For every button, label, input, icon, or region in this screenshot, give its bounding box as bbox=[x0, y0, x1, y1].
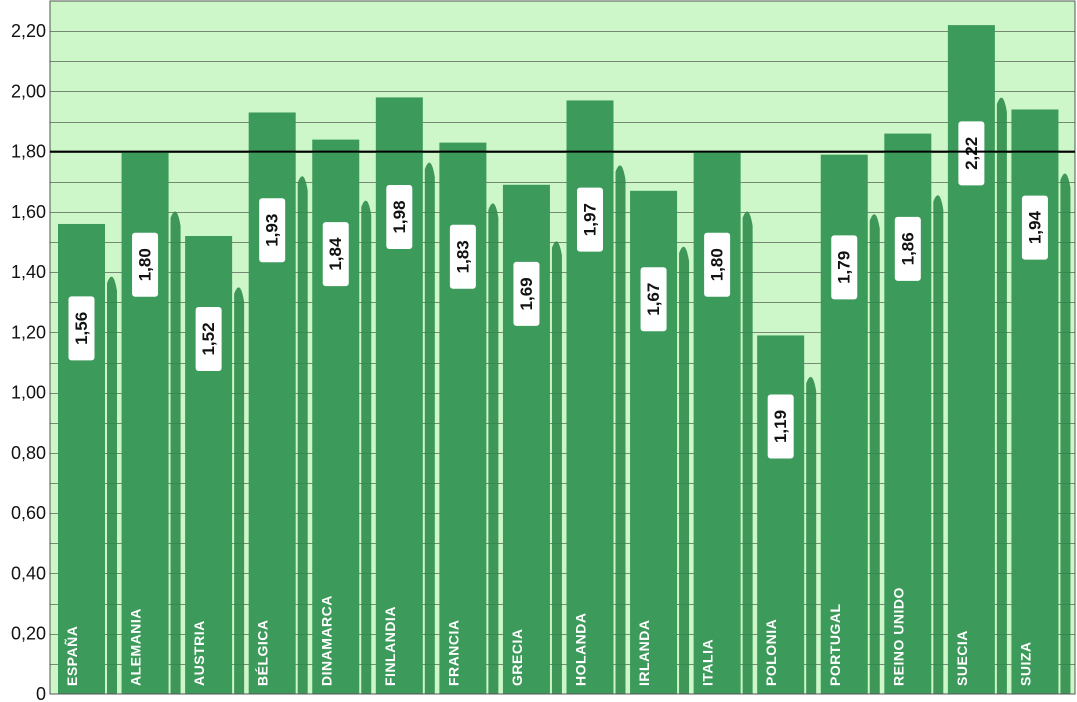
value-label: 1,19 bbox=[771, 410, 790, 443]
y-tick-label: 1,40 bbox=[11, 262, 46, 282]
category-label: SUIZA bbox=[1017, 642, 1033, 687]
bar bbox=[630, 190, 678, 695]
value-label-box bbox=[767, 394, 794, 459]
category-label: BÉLGICA bbox=[255, 620, 271, 687]
bar-shadow bbox=[1060, 173, 1071, 695]
bar-group: 1,98 FINLANDIA bbox=[375, 97, 435, 695]
value-label: 1,67 bbox=[644, 283, 663, 316]
value-label: 1,80 bbox=[708, 248, 727, 281]
value-label-box bbox=[322, 222, 349, 287]
category-label: ESPAÑA bbox=[63, 626, 80, 686]
value-label-box bbox=[386, 185, 413, 250]
bar-group: 1,52 AUSTRIA bbox=[185, 236, 245, 694]
bar-group: 1,86 REINO UNIDO bbox=[884, 133, 944, 694]
category-label: FINLANDIA bbox=[382, 606, 398, 686]
bar-shadow bbox=[361, 200, 372, 694]
category-label: ITALIA bbox=[700, 639, 716, 686]
value-label: 1,98 bbox=[390, 200, 409, 233]
y-tick-label: 0,60 bbox=[11, 503, 46, 523]
y-tick-label: 0,20 bbox=[11, 624, 46, 644]
bar-shadow bbox=[742, 211, 753, 694]
value-label-box bbox=[449, 224, 476, 289]
bar-shadow bbox=[297, 176, 308, 694]
value-label-box bbox=[1021, 195, 1048, 260]
value-label-box bbox=[831, 235, 858, 300]
value-label-box bbox=[704, 232, 731, 297]
bar-group: 1,19 POLONIA bbox=[757, 335, 817, 694]
bar-group: 1,93 BÉLGICA bbox=[248, 112, 308, 694]
value-label-box bbox=[513, 261, 540, 326]
value-label: 1,69 bbox=[517, 277, 536, 310]
bars: 1,56 ESPAÑA 1,80 ALEMANIA 1,52 AUSTRIA 1,93 BÉL… bbox=[58, 25, 1071, 695]
value-label: 2,22 bbox=[962, 137, 981, 170]
category-label: SUECIA bbox=[954, 630, 970, 686]
bar-shadow bbox=[424, 162, 435, 694]
value-label-box bbox=[894, 216, 921, 281]
bar-group: 1,79 PORTUGAL bbox=[820, 154, 880, 694]
bar-shadow bbox=[933, 195, 944, 694]
bar-group: 1,56 ESPAÑA bbox=[58, 223, 117, 694]
value-label: 1,56 bbox=[72, 312, 91, 345]
y-tick-label: 0,40 bbox=[11, 563, 46, 583]
category-label: REINO UNIDO bbox=[890, 587, 906, 686]
value-label: 1,94 bbox=[1025, 211, 1044, 245]
bar-group: 1,84 DINAMARCA bbox=[312, 139, 372, 695]
value-label-box bbox=[640, 267, 667, 332]
category-label: IRLANDA bbox=[636, 620, 652, 687]
bar-shadow bbox=[234, 287, 245, 694]
bar-shadow bbox=[679, 246, 690, 694]
bar-group: 1,67 IRLANDA bbox=[630, 190, 690, 695]
category-label: ALEMANIA bbox=[128, 608, 144, 686]
category-label: GRECIA bbox=[509, 629, 525, 686]
bar-shadow bbox=[996, 97, 1007, 694]
bar-group: 2,22 SUECIA bbox=[947, 25, 1007, 694]
value-label-box bbox=[958, 121, 985, 186]
value-label-box bbox=[195, 306, 222, 371]
value-label: 1,97 bbox=[581, 203, 600, 236]
bar-group: 1,69 GRECIA bbox=[502, 184, 562, 694]
value-label: 1,79 bbox=[835, 251, 854, 284]
y-tick-label: 1,00 bbox=[11, 383, 46, 403]
y-tick-label: 1,60 bbox=[11, 202, 46, 222]
category-label: PORTUGAL bbox=[827, 603, 843, 686]
value-label-box bbox=[68, 296, 95, 361]
value-label: 1,83 bbox=[453, 240, 472, 273]
bar-shadow bbox=[869, 214, 880, 694]
bar-group: 1,80 ITALIA bbox=[693, 151, 753, 695]
bar-shadow bbox=[806, 376, 817, 694]
value-label-box bbox=[259, 198, 286, 263]
category-label: AUSTRIA bbox=[191, 620, 207, 686]
value-label: 1,86 bbox=[898, 232, 917, 265]
bar-shadow bbox=[107, 276, 117, 694]
y-tick-label: 2,20 bbox=[11, 21, 46, 41]
y-tick-label: 2,00 bbox=[11, 81, 46, 101]
value-label: 1,80 bbox=[136, 248, 155, 281]
bar-shadow bbox=[615, 165, 626, 694]
bar-group: 1,80 ALEMANIA bbox=[121, 151, 181, 695]
value-label-box bbox=[577, 187, 603, 252]
bar-group: 1,83 FRANCIA bbox=[439, 142, 499, 694]
value-label-box bbox=[132, 232, 159, 297]
category-label: FRANCIA bbox=[445, 620, 461, 687]
value-label: 1,84 bbox=[326, 237, 345, 271]
bar-group: 1,97 HOLANDA bbox=[566, 100, 626, 695]
category-label: POLONIA bbox=[763, 619, 779, 686]
bar-shadow bbox=[488, 203, 499, 694]
bar bbox=[58, 223, 105, 694]
y-tick-label: 0,80 bbox=[11, 443, 46, 463]
y-tick-label: 1,80 bbox=[11, 142, 46, 162]
bar bbox=[502, 184, 550, 694]
bar-shadow bbox=[551, 241, 562, 694]
category-label: DINAMARCA bbox=[318, 595, 334, 686]
y-tick-label: 0 bbox=[36, 684, 46, 702]
y-tick-label: 1,20 bbox=[11, 322, 46, 342]
value-label: 1,93 bbox=[263, 214, 282, 247]
bar-shadow bbox=[170, 211, 181, 694]
y-axis: 0 0,20 0,40 0,60 0,80 1,00 1,20 1,40 1,60 1,80 2,0… bbox=[11, 21, 46, 702]
value-label: 1,52 bbox=[199, 322, 218, 355]
bar-group: 1,94 SUIZA bbox=[1011, 109, 1071, 695]
category-label: HOLANDA bbox=[573, 613, 589, 687]
